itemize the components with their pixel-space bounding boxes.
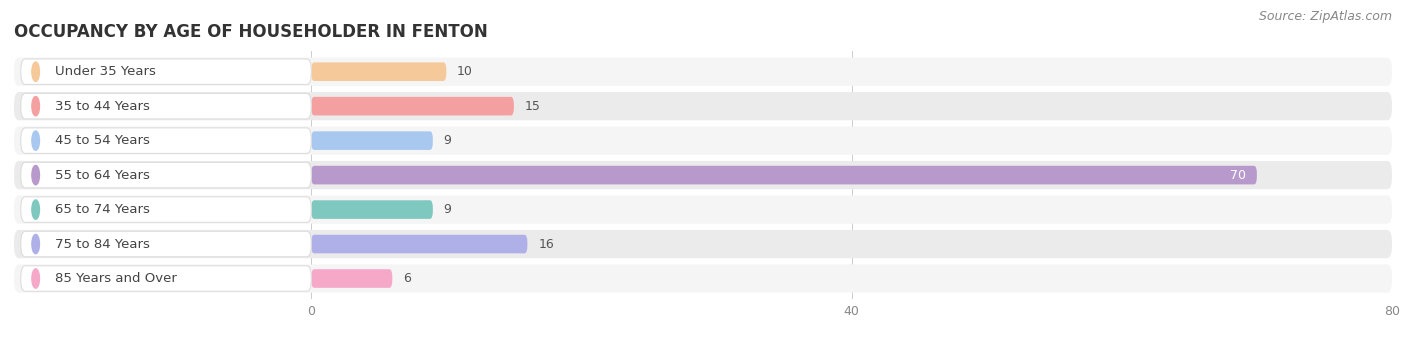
Circle shape [32, 62, 39, 81]
FancyBboxPatch shape [14, 161, 1392, 189]
FancyBboxPatch shape [311, 235, 527, 253]
FancyBboxPatch shape [21, 266, 311, 291]
FancyBboxPatch shape [14, 92, 1392, 120]
FancyBboxPatch shape [21, 162, 311, 188]
Text: 6: 6 [404, 272, 411, 285]
Text: Under 35 Years: Under 35 Years [55, 65, 156, 78]
Text: 9: 9 [444, 134, 451, 147]
FancyBboxPatch shape [14, 230, 1392, 258]
Text: OCCUPANCY BY AGE OF HOUSEHOLDER IN FENTON: OCCUPANCY BY AGE OF HOUSEHOLDER IN FENTO… [14, 23, 488, 41]
Circle shape [32, 200, 39, 219]
Text: Source: ZipAtlas.com: Source: ZipAtlas.com [1258, 10, 1392, 23]
Text: 15: 15 [524, 100, 540, 113]
FancyBboxPatch shape [21, 59, 311, 84]
FancyBboxPatch shape [14, 265, 1392, 293]
FancyBboxPatch shape [21, 231, 311, 257]
Text: 65 to 74 Years: 65 to 74 Years [55, 203, 149, 216]
FancyBboxPatch shape [21, 128, 311, 153]
Text: 70: 70 [1230, 169, 1246, 182]
FancyBboxPatch shape [14, 57, 1392, 86]
FancyBboxPatch shape [311, 62, 446, 81]
Circle shape [32, 269, 39, 288]
Circle shape [32, 97, 39, 116]
Text: 85 Years and Over: 85 Years and Over [55, 272, 177, 285]
FancyBboxPatch shape [311, 269, 392, 288]
FancyBboxPatch shape [311, 200, 433, 219]
Circle shape [32, 131, 39, 150]
Text: 55 to 64 Years: 55 to 64 Years [55, 169, 149, 182]
Text: 10: 10 [457, 65, 472, 78]
Text: 75 to 84 Years: 75 to 84 Years [55, 238, 149, 251]
FancyBboxPatch shape [21, 197, 311, 222]
FancyBboxPatch shape [14, 126, 1392, 155]
Text: 9: 9 [444, 203, 451, 216]
FancyBboxPatch shape [21, 94, 311, 119]
FancyBboxPatch shape [311, 97, 513, 116]
Circle shape [32, 166, 39, 185]
Text: 45 to 54 Years: 45 to 54 Years [55, 134, 149, 147]
FancyBboxPatch shape [311, 131, 433, 150]
Text: 35 to 44 Years: 35 to 44 Years [55, 100, 149, 113]
Text: 16: 16 [538, 238, 554, 251]
FancyBboxPatch shape [311, 166, 1257, 184]
FancyBboxPatch shape [14, 195, 1392, 224]
Circle shape [32, 234, 39, 254]
